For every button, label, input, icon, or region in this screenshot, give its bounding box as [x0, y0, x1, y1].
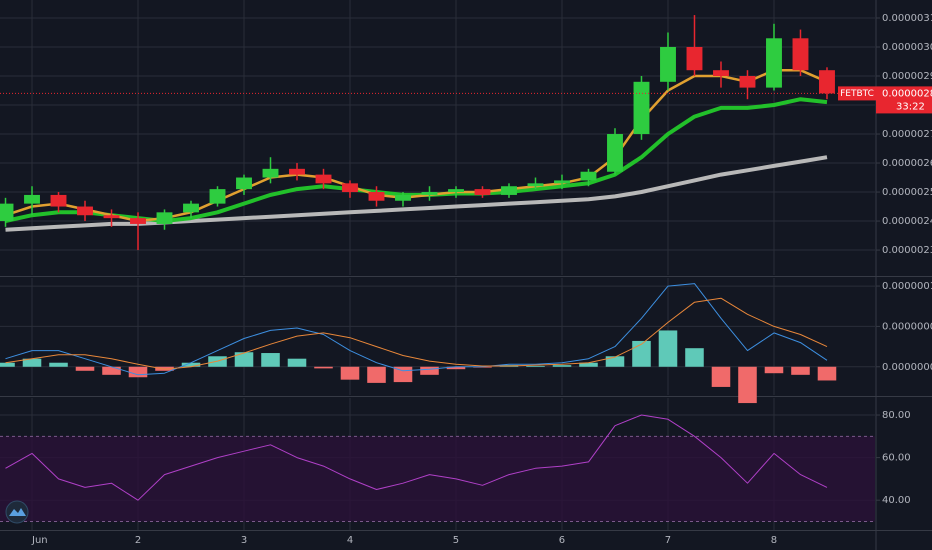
candle-body: [236, 177, 252, 190]
candle-body: [24, 194, 40, 204]
x-tick-label: 7: [665, 535, 671, 546]
symbol-label: FETBTC: [840, 89, 874, 99]
candle-body: [580, 171, 597, 181]
y-tick-label: 80.00: [882, 410, 911, 421]
histogram-bar: [340, 366, 360, 380]
countdown-label: 33:22: [896, 101, 925, 112]
candle-body: [156, 212, 173, 224]
candle-body: [262, 168, 279, 178]
histogram-bar: [791, 366, 810, 375]
candle-body: [501, 186, 517, 195]
band-fill: [0, 436, 875, 522]
candle-body: [766, 38, 782, 88]
candle-body: [77, 206, 93, 216]
candle-body: [289, 168, 305, 175]
histogram-bar: [526, 365, 545, 367]
histogram-bar: [605, 356, 625, 367]
candle-body: [103, 215, 120, 219]
candle-body: [368, 192, 385, 201]
histogram-bar: [711, 366, 731, 387]
histogram-bar: [49, 362, 68, 367]
candle-body: [686, 46, 703, 71]
candle-body: [607, 134, 623, 172]
y-tick-label: 0.00000270: [882, 129, 932, 140]
macd-line: [5, 283, 828, 376]
x-tick-label: 8: [771, 535, 777, 546]
candle-body: [209, 189, 226, 204]
histogram-bar: [181, 362, 201, 367]
histogram-bar: [446, 366, 466, 370]
histogram-bar: [234, 352, 254, 367]
histogram-bar: [0, 362, 15, 367]
y-tick-label: 0.00000250: [882, 187, 932, 198]
y-tick-label: 0.00000310: [882, 13, 932, 24]
histogram-bar: [102, 366, 121, 375]
candle-body: [819, 70, 835, 94]
price-tag: [876, 86, 932, 114]
y-tick-label: 0.00000010: [882, 281, 932, 292]
x-tick-label: Jun: [31, 535, 48, 546]
y-tick-label: 60.00: [882, 453, 911, 464]
x-tick-label: 6: [559, 535, 565, 546]
candle-body: [554, 180, 570, 184]
candle-body: [395, 194, 411, 201]
histogram-bar: [685, 348, 704, 367]
candle-body: [474, 189, 491, 195]
histogram-bar: [75, 366, 95, 371]
histogram-bar: [552, 365, 572, 367]
macd-line: [5, 297, 828, 370]
candle-body: [713, 70, 729, 77]
symbol-tag: [838, 86, 876, 101]
candle-body: [342, 183, 358, 193]
histogram-bar: [817, 366, 837, 381]
histogram-bar: [22, 358, 42, 367]
histogram-bar: [261, 353, 280, 367]
x-tick-label: 3: [241, 535, 247, 546]
candle-body: [183, 203, 199, 213]
histogram-bar: [658, 330, 678, 367]
y-tick-label: 0.00000290: [882, 71, 932, 82]
y-tick-label: 0.00000300: [882, 42, 932, 53]
y-tick-label: 0.00000230: [882, 245, 932, 256]
candle-body: [633, 81, 650, 135]
x-tick-label: 4: [347, 535, 353, 546]
price-label: 0.00000284: [882, 88, 932, 99]
candle-body: [527, 183, 544, 187]
histogram-bar: [314, 366, 333, 369]
y-tick-label: 0.00000260: [882, 158, 932, 169]
y-tick-label: 0.00000000: [882, 362, 932, 373]
logo-icon: [9, 508, 26, 516]
candle-body: [660, 46, 676, 82]
histogram-bar: [632, 340, 651, 367]
histogram-bar: [738, 366, 757, 404]
histogram-bar: [287, 358, 307, 367]
histogram-bar: [128, 366, 148, 378]
histogram-bar: [579, 362, 598, 367]
candle-body: [792, 38, 809, 71]
candle-body: [421, 192, 438, 195]
candle-body: [0, 203, 14, 222]
histogram-bar: [420, 366, 439, 375]
y-tick-label: 40.00: [882, 495, 911, 506]
candle-body: [739, 76, 756, 88]
candle-body: [448, 189, 464, 193]
candle-body: [130, 218, 146, 224]
y-tick-label: 0.00000005: [882, 321, 932, 332]
y-tick-label: 0.00000240: [882, 216, 932, 227]
candle-body: [50, 194, 67, 207]
histogram-bar: [367, 366, 386, 383]
rsi-line: [5, 414, 828, 501]
candle-body: [315, 174, 332, 184]
x-tick-label: 2: [135, 535, 141, 546]
histogram-bar: [764, 366, 784, 374]
x-tick-label: 5: [453, 535, 459, 546]
